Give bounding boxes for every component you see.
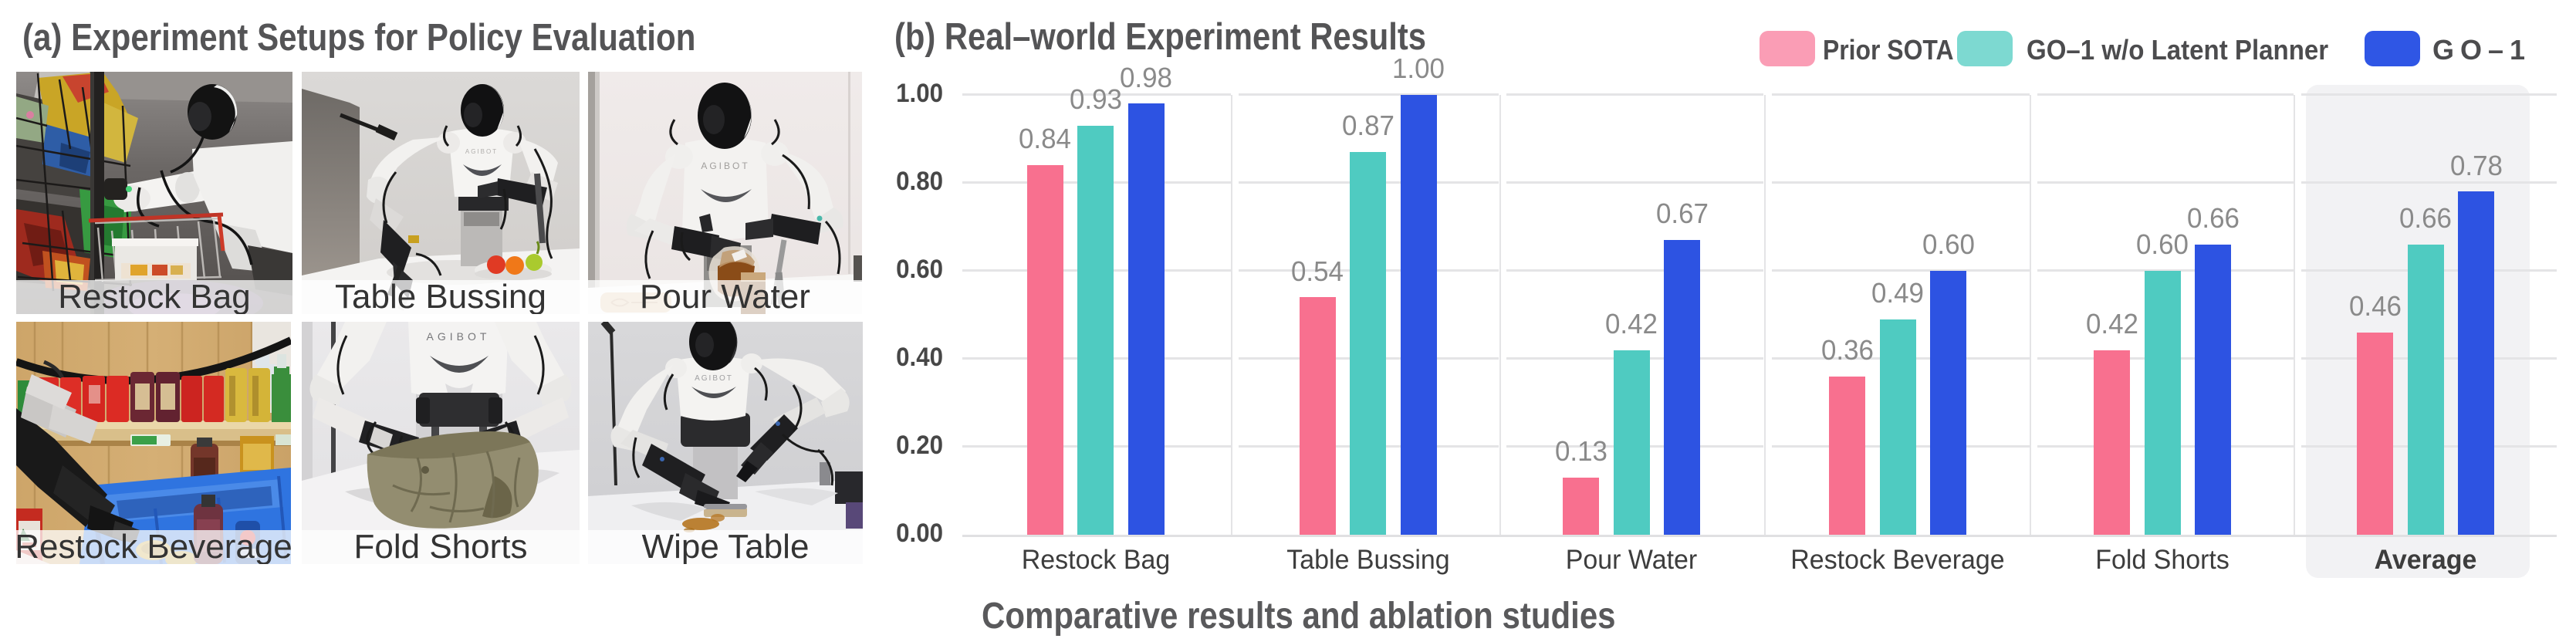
svg-text:AGIBOT: AGIBOT [427, 330, 491, 343]
svg-text:AGIBOT: AGIBOT [465, 148, 498, 155]
svg-text:AGIBOT: AGIBOT [695, 374, 733, 383]
svg-text:AGIBOT: AGIBOT [701, 160, 749, 171]
